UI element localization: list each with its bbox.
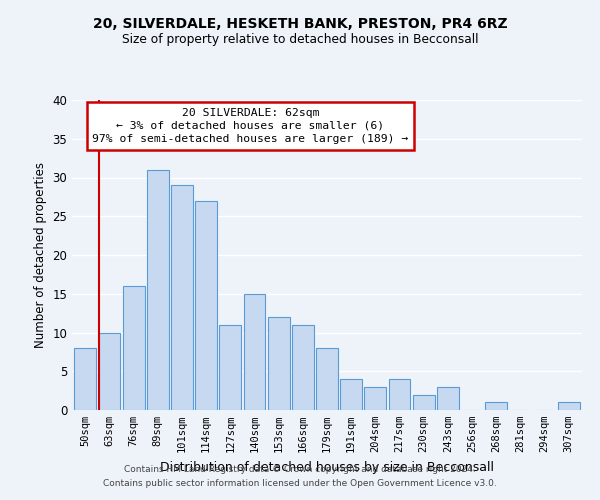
Bar <box>98 332 121 410</box>
X-axis label: Distribution of detached houses by size in Becconsall: Distribution of detached houses by size … <box>160 460 494 473</box>
Bar <box>292 325 314 410</box>
Bar <box>558 402 580 410</box>
Bar <box>268 317 290 410</box>
Bar <box>195 200 217 410</box>
Text: Size of property relative to detached houses in Becconsall: Size of property relative to detached ho… <box>122 32 478 46</box>
Bar <box>244 294 265 410</box>
Bar <box>316 348 338 410</box>
Bar <box>389 379 410 410</box>
Bar <box>74 348 96 410</box>
Bar <box>171 185 193 410</box>
Bar <box>123 286 145 410</box>
Text: 20, SILVERDALE, HESKETH BANK, PRESTON, PR4 6RZ: 20, SILVERDALE, HESKETH BANK, PRESTON, P… <box>92 18 508 32</box>
Bar <box>485 402 507 410</box>
Bar <box>364 387 386 410</box>
Text: 20 SILVERDALE: 62sqm
← 3% of detached houses are smaller (6)
97% of semi-detache: 20 SILVERDALE: 62sqm ← 3% of detached ho… <box>92 108 409 144</box>
Bar <box>220 325 241 410</box>
Y-axis label: Number of detached properties: Number of detached properties <box>34 162 47 348</box>
Bar <box>413 394 434 410</box>
Text: Contains HM Land Registry data © Crown copyright and database right 2024.
Contai: Contains HM Land Registry data © Crown c… <box>103 466 497 487</box>
Bar <box>147 170 169 410</box>
Bar <box>340 379 362 410</box>
Bar <box>437 387 459 410</box>
